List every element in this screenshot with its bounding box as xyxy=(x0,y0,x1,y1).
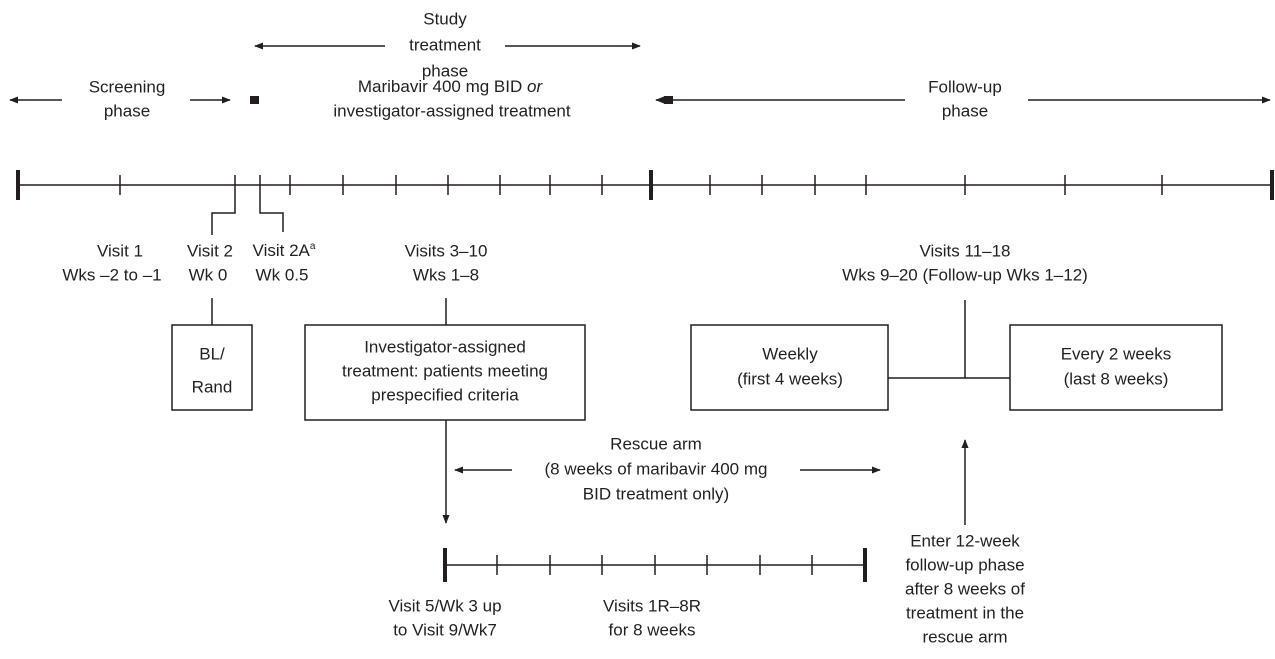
label: Enter 12-week xyxy=(910,531,1020,550)
label: Every 2 weeks xyxy=(1061,344,1172,363)
arrows xyxy=(9,42,1271,525)
label: Rand xyxy=(192,377,233,396)
label: follow-up phase xyxy=(905,555,1024,574)
label: (last 8 weeks) xyxy=(1064,369,1169,388)
label: Visit 5/Wk 3 up xyxy=(388,596,501,615)
label: Wks 9–20 (Follow-up Wks 1–12) xyxy=(842,265,1088,284)
label: BID treatment only) xyxy=(583,484,729,503)
label: Visit 2Aa xyxy=(253,241,316,261)
label: (first 4 weeks) xyxy=(737,369,843,388)
label: Maribavir 400 mg BID xyxy=(358,77,522,96)
label: rescue arm xyxy=(922,627,1007,646)
label: Visit 2A xyxy=(253,241,311,260)
label: Screening xyxy=(89,77,166,96)
label: Maribavir 400 mg BID or xyxy=(358,77,544,96)
label: phase xyxy=(104,101,150,120)
label: (8 weeks of maribavir 400 mg xyxy=(545,459,768,478)
label: to Visit 9/Wk7 xyxy=(393,620,497,639)
timeline xyxy=(16,170,1274,379)
label: Study xyxy=(423,9,467,28)
label: Wks 1–8 xyxy=(413,265,479,284)
label: Wk 0.5 xyxy=(256,265,309,284)
label: investigator-assigned treatment xyxy=(333,101,570,120)
label: Wk 0 xyxy=(189,265,228,284)
label: Visit 1 xyxy=(97,241,143,260)
label: BL/ xyxy=(199,344,225,363)
label: for 8 weeks xyxy=(609,620,696,639)
label: after 8 weeks of xyxy=(905,579,1025,598)
footnote: a xyxy=(310,241,316,252)
rescue-timeline xyxy=(443,548,867,582)
label: Visit 2 xyxy=(187,241,233,260)
label: Rescue arm xyxy=(610,434,702,453)
boxes xyxy=(171,324,1223,421)
label: Wks –2 to –1 xyxy=(62,265,161,284)
label: Follow-up xyxy=(928,77,1002,96)
label: or xyxy=(527,77,543,96)
label: Visits 11–18 xyxy=(919,241,1010,260)
label: treatment: patients meeting xyxy=(342,361,548,380)
label: Visits 3–10 xyxy=(405,241,488,260)
label: phase xyxy=(942,101,988,120)
label: Weekly xyxy=(762,344,818,363)
label: treatment xyxy=(409,35,481,54)
labels: Study treatment phase Screening phase Ma… xyxy=(62,9,1171,646)
label: treatment in the xyxy=(906,603,1024,622)
label: Investigator-assigned xyxy=(364,337,526,356)
label: Visits 1R–8R xyxy=(603,596,701,615)
label: prespecified criteria xyxy=(371,385,519,404)
label: phase xyxy=(422,61,468,80)
